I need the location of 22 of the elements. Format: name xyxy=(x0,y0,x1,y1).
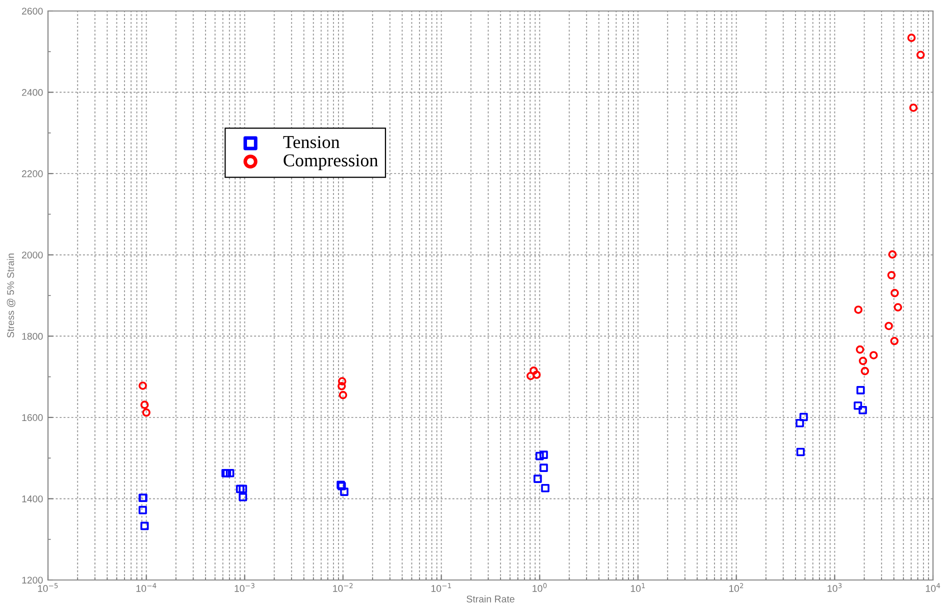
x-tick-label: 10$^{4}$ xyxy=(926,583,940,592)
y-tick-label: 2400 xyxy=(22,89,43,96)
x-tick-label: 10$^{−1}$ xyxy=(431,583,451,592)
legend-label: Tension xyxy=(283,136,340,148)
y-axis-title: Stress @ 5% Strain xyxy=(6,254,16,338)
x-tick-label: 10$^{−5}$ xyxy=(38,583,58,592)
x-tick-label: 10$^{−3}$ xyxy=(234,583,254,592)
x-tick-label: 10$^{2}$ xyxy=(729,583,744,592)
x-tick-label: 10$^{0}$ xyxy=(532,583,547,592)
y-tick-label: 1800 xyxy=(22,332,43,340)
y-tick-label: 2600 xyxy=(22,8,43,15)
y-tick-label: 2000 xyxy=(22,252,43,258)
x-tick-label: 10$^{3}$ xyxy=(828,583,842,592)
y-tick-label: 1600 xyxy=(22,414,43,422)
x-tick-label: 10$^{−2}$ xyxy=(333,583,353,592)
y-tick-label: 1200 xyxy=(22,576,43,584)
legend-label: Compression xyxy=(284,154,378,170)
x-tick-label: 10$^{1}$ xyxy=(630,583,645,592)
y-tick-label: 2200 xyxy=(22,170,43,178)
x-tick-label: 10$^{−4}$ xyxy=(136,583,156,592)
x-axis-title: Strain Rate xyxy=(466,595,514,602)
y-tick-label: 1400 xyxy=(22,495,43,502)
